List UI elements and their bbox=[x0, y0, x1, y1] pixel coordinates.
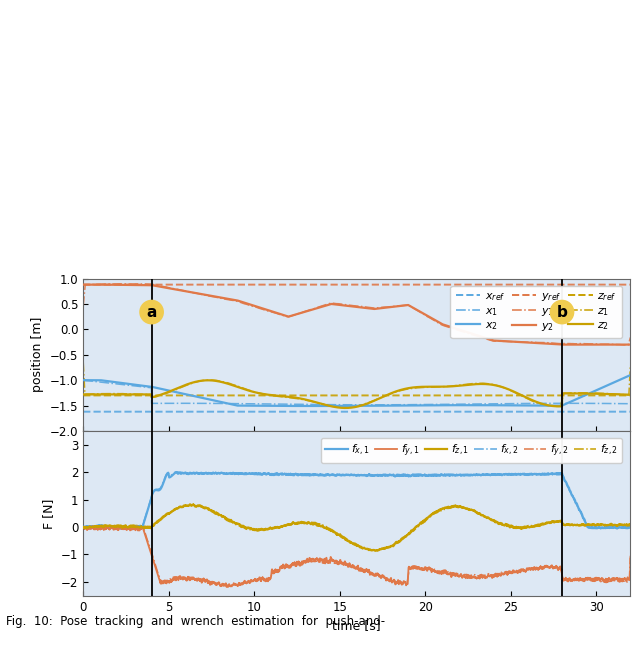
$f_{y,1}$ bbox=[543, 562, 551, 570]
Text: Fig.  10:  Pose  tracking  and  wrench  estimation  for  push-and-: Fig. 10: Pose tracking and wrench estima… bbox=[6, 615, 385, 628]
$f_{x,1}$ bbox=[543, 470, 551, 478]
Line: $f_{z,1}$: $f_{z,1}$ bbox=[83, 505, 630, 551]
Line: $f_{z,2}$: $f_{z,2}$ bbox=[83, 505, 630, 551]
$f_{x,2}$ bbox=[172, 468, 180, 476]
$f_{y,2}$ bbox=[191, 575, 199, 583]
$f_{y,1}$ bbox=[621, 575, 628, 583]
Line: $f_{x,1}$: $f_{x,1}$ bbox=[83, 472, 630, 529]
$f_{z,2}$ bbox=[191, 503, 199, 511]
$f_{z,1}$ bbox=[543, 519, 551, 527]
$f_{y,2}$ bbox=[621, 577, 628, 585]
Legend: $f_{x,1}$, $f_{y,1}$, $f_{z,1}$, $f_{x,2}$, $f_{y,2}$, $f_{z,2}$: $f_{x,1}$, $f_{y,1}$, $f_{z,1}$, $f_{x,2… bbox=[321, 438, 622, 464]
$f_{x,1}$ bbox=[476, 471, 483, 478]
$f_{z,1}$ bbox=[511, 523, 518, 531]
$f_{x,2}$ bbox=[510, 471, 518, 478]
$f_{z,1}$ bbox=[476, 509, 483, 517]
$f_{z,1}$ bbox=[428, 511, 435, 519]
$f_{y,2}$ bbox=[476, 572, 483, 579]
$f_{y,2}$ bbox=[511, 567, 518, 575]
$f_{x,2}$ bbox=[627, 523, 634, 531]
$f_{y,2}$ bbox=[627, 552, 634, 560]
$f_{x,1}$ bbox=[428, 472, 435, 480]
Line: $f_{y,2}$: $f_{y,2}$ bbox=[83, 526, 630, 586]
$f_{x,1}$ bbox=[627, 523, 634, 531]
$f_{x,1}$ bbox=[621, 523, 628, 531]
$f_{z,1}$ bbox=[79, 523, 87, 531]
$f_{x,2}$ bbox=[621, 523, 628, 531]
$f_{x,1}$ bbox=[511, 471, 518, 478]
$f_{x,1}$ bbox=[173, 468, 180, 476]
$f_{z,2}$ bbox=[428, 512, 435, 520]
$f_{x,1}$ bbox=[192, 469, 200, 477]
$f_{z,2}$ bbox=[186, 501, 193, 509]
$f_{y,1}$ bbox=[112, 522, 120, 530]
Y-axis label: position [m]: position [m] bbox=[31, 317, 44, 393]
$f_{y,2}$ bbox=[104, 522, 111, 530]
$f_{z,2}$ bbox=[79, 523, 87, 531]
Text: a: a bbox=[147, 305, 157, 320]
$f_{y,2}$ bbox=[79, 523, 87, 531]
$f_{y,1}$ bbox=[511, 568, 518, 575]
$f_{y,1}$ bbox=[627, 555, 634, 562]
$f_{y,2}$ bbox=[543, 562, 551, 570]
$f_{y,1}$ bbox=[428, 566, 435, 574]
$f_{z,2}$ bbox=[621, 522, 628, 530]
$f_{y,2}$ bbox=[428, 565, 435, 573]
Text: b: b bbox=[557, 305, 568, 320]
$f_{z,1}$ bbox=[372, 547, 380, 555]
$f_{x,2}$ bbox=[79, 523, 87, 531]
Line: $f_{x,2}$: $f_{x,2}$ bbox=[83, 472, 630, 529]
$f_{y,1}$ bbox=[191, 576, 199, 584]
$f_{z,1}$ bbox=[191, 503, 199, 510]
$f_{x,2}$ bbox=[543, 471, 551, 478]
$f_{x,2}$ bbox=[476, 471, 483, 478]
$f_{x,2}$ bbox=[593, 525, 600, 533]
$f_{x,2}$ bbox=[427, 471, 435, 478]
Line: $f_{y,1}$: $f_{y,1}$ bbox=[83, 526, 630, 587]
$f_{y,1}$ bbox=[79, 523, 87, 531]
$f_{x,1}$ bbox=[79, 523, 87, 531]
$f_{y,1}$ bbox=[223, 583, 230, 591]
$f_{z,2}$ bbox=[476, 510, 483, 518]
X-axis label: time [s]: time [s] bbox=[333, 619, 381, 632]
$f_{y,2}$ bbox=[224, 582, 232, 590]
$f_{x,1}$ bbox=[118, 525, 125, 533]
$f_{y,1}$ bbox=[476, 574, 483, 581]
$f_{z,1}$ bbox=[621, 521, 628, 529]
$f_{x,2}$ bbox=[191, 469, 199, 477]
$f_{z,2}$ bbox=[543, 518, 551, 526]
$f_{z,1}$ bbox=[186, 501, 194, 508]
$f_{z,2}$ bbox=[511, 522, 518, 530]
$f_{z,1}$ bbox=[627, 521, 634, 529]
$f_{z,2}$ bbox=[627, 522, 634, 530]
Y-axis label: F [N]: F [N] bbox=[42, 498, 56, 529]
Legend: $x_{ref}$, $x_1$, $x_2$, $y_{ref}$, $y_1$, $y_2$, $z_{ref}$, $z_1$, $z_2$: $x_{ref}$, $x_1$, $x_2$, $y_{ref}$, $y_1… bbox=[451, 286, 622, 339]
$f_{z,2}$ bbox=[371, 547, 379, 555]
